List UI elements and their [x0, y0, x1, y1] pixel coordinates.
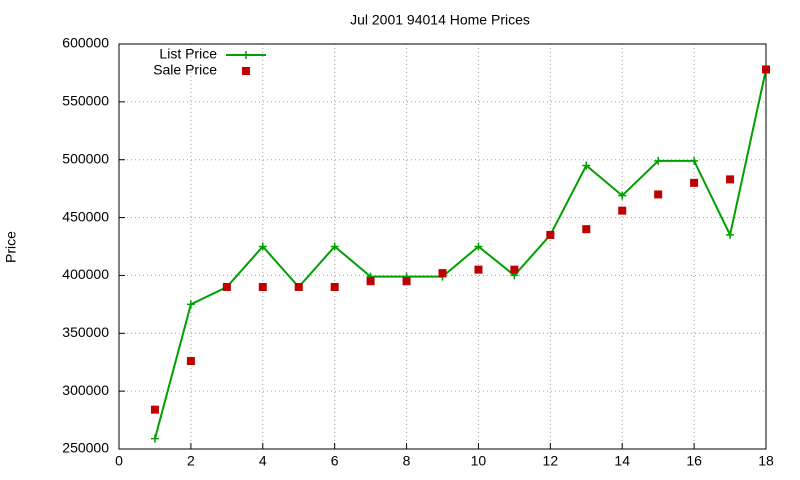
x-tick-label: 12	[543, 453, 559, 469]
legend-marker	[242, 51, 250, 59]
data-point	[510, 265, 519, 274]
data-point	[618, 206, 627, 215]
y-tick-label: 550000	[62, 93, 109, 109]
x-tick-label: 16	[686, 453, 702, 469]
data-point	[330, 242, 339, 251]
y-axis-label: Price	[3, 231, 19, 263]
data-point	[690, 156, 699, 165]
data-point	[582, 161, 591, 170]
data-point	[150, 434, 159, 443]
data-point	[366, 277, 375, 286]
legend-label: List Price	[159, 46, 217, 62]
data-point	[222, 283, 231, 291]
data-point	[438, 269, 447, 278]
y-tick-label: 500000	[62, 150, 109, 166]
x-tick-label: 8	[403, 453, 411, 469]
data-point	[474, 265, 483, 274]
x-tick-label: 0	[115, 453, 123, 469]
data-point	[150, 405, 159, 414]
chart-title: Jul 2001 94014 Home Prices	[350, 12, 530, 28]
data-point	[690, 178, 699, 187]
data-point	[654, 190, 663, 199]
data-point	[726, 175, 735, 184]
data-point	[186, 357, 195, 366]
legend-label: Sale Price	[153, 62, 217, 78]
data-point	[654, 156, 663, 165]
plot-frame	[118, 43, 767, 450]
y-tick-label: 300000	[62, 382, 109, 398]
data-point	[474, 242, 483, 251]
data-point	[258, 283, 267, 291]
x-tick-label: 2	[187, 453, 195, 469]
data-point	[582, 225, 591, 234]
legend-marker	[242, 67, 250, 75]
x-tick-label: 18	[758, 453, 774, 469]
series-line	[153, 69, 767, 439]
y-tick-label: 350000	[62, 324, 109, 340]
data-point	[546, 230, 555, 239]
x-tick-label: 6	[331, 453, 339, 469]
data-point	[294, 283, 303, 291]
y-tick-label: 450000	[62, 208, 109, 224]
data-point	[402, 277, 411, 286]
y-tick-label: 600000	[62, 35, 109, 51]
data-point	[762, 65, 770, 74]
x-tick-label: 14	[614, 453, 630, 469]
x-tick-label: 4	[259, 453, 267, 469]
data-point	[726, 230, 735, 239]
y-tick-label: 400000	[62, 266, 109, 282]
data-point	[330, 283, 339, 291]
data-point	[258, 242, 267, 251]
x-tick-label: 10	[471, 453, 487, 469]
data-point	[186, 300, 195, 309]
y-tick-label: 250000	[62, 440, 109, 456]
data-point	[618, 191, 627, 200]
